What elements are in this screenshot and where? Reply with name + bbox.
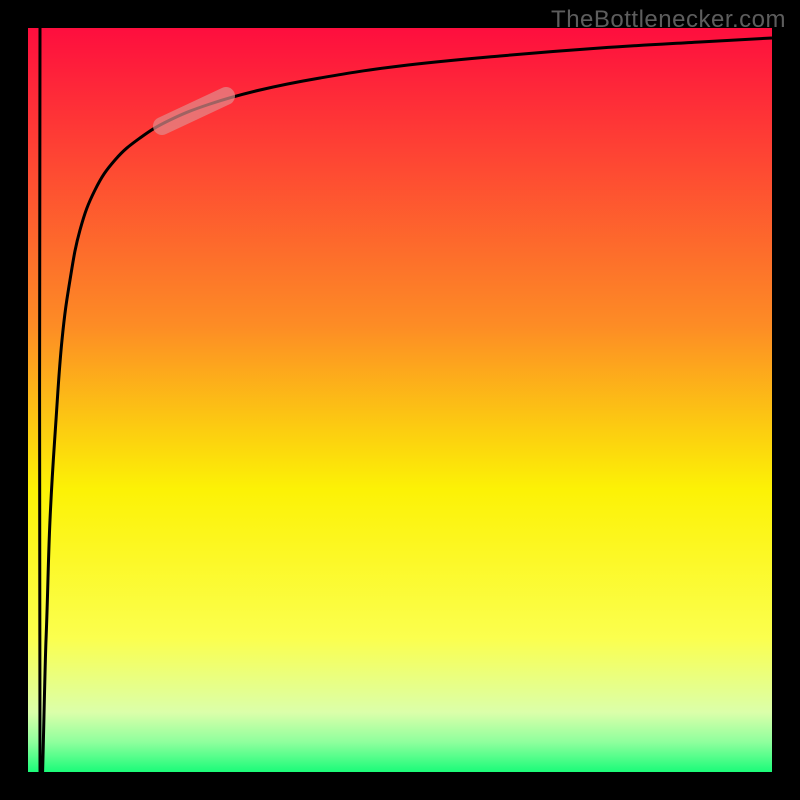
watermark-text: TheBottlenecker.com [551,6,786,34]
plot-border-left [0,0,28,800]
page-container: TheBottlenecker.com [0,0,800,800]
plot-border-bottom [0,772,800,800]
plot-svg [0,0,800,800]
plot-border-right [772,0,800,800]
